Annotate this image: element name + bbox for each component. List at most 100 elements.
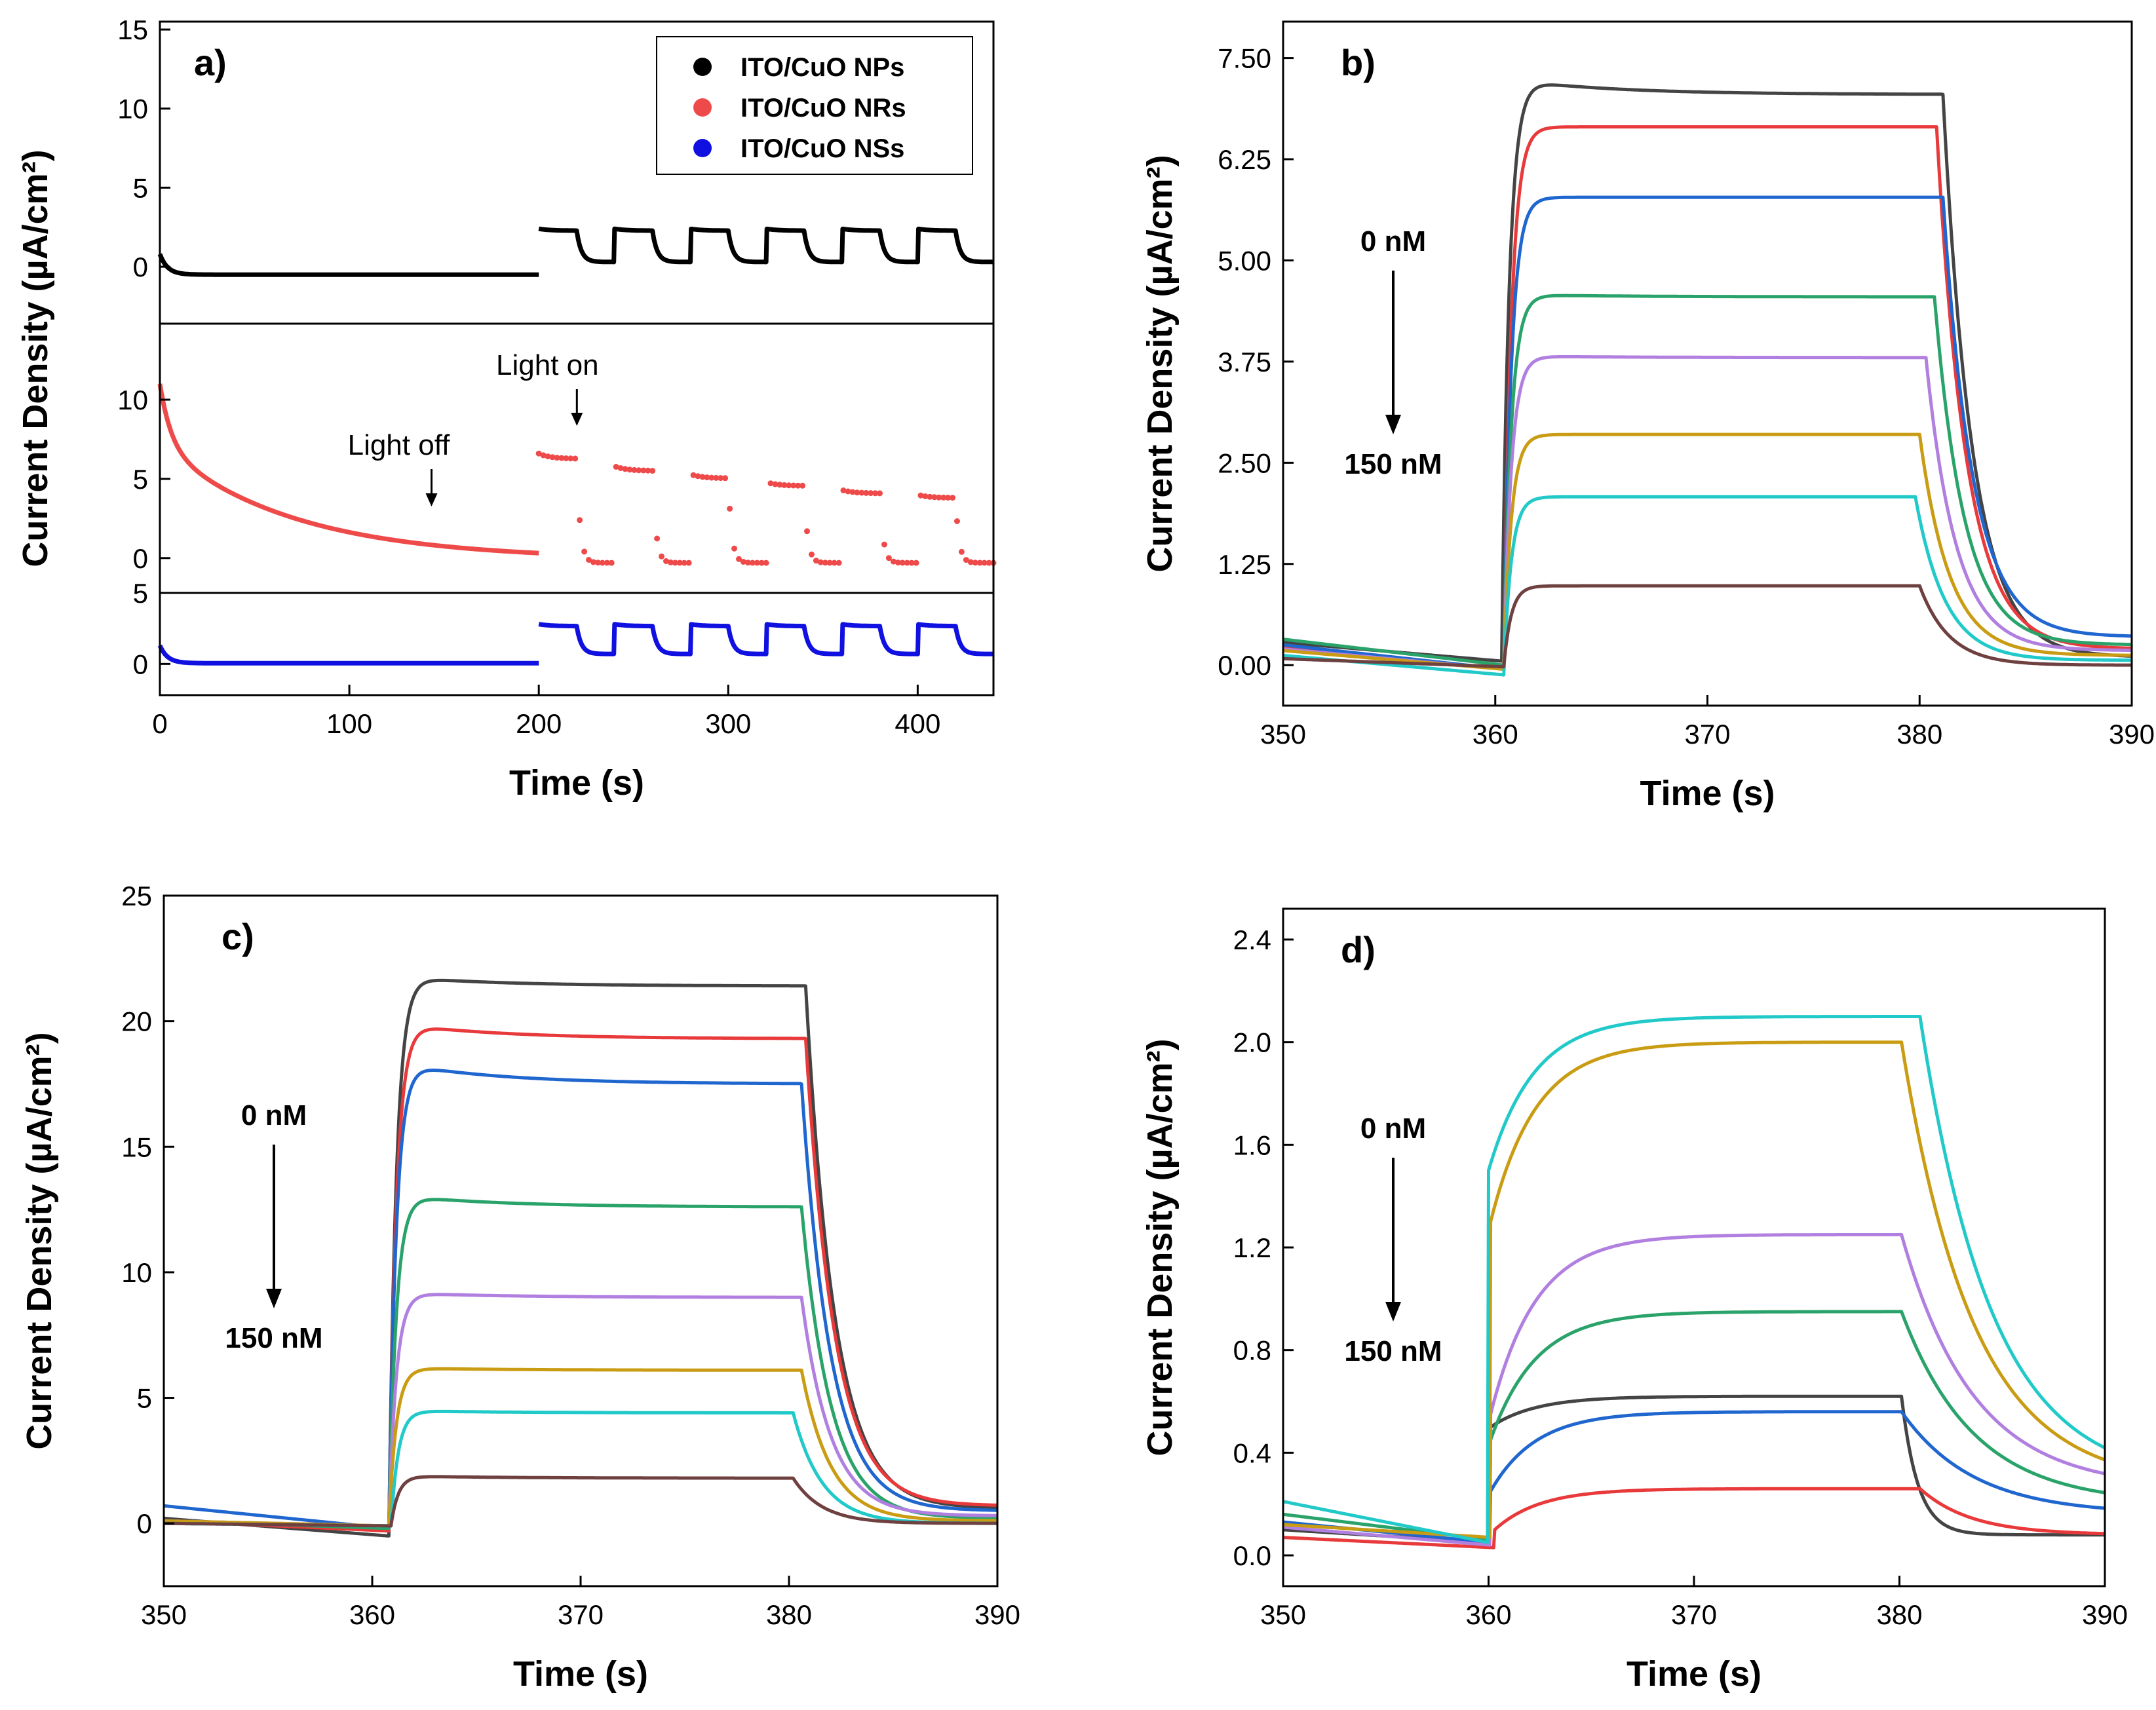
x-tick-label: 380 — [1876, 1599, 1922, 1630]
x-tick-label: 370 — [558, 1599, 604, 1630]
series-line-s5 — [1282, 355, 2132, 671]
series-line-s7 — [1282, 495, 2132, 677]
series-point — [863, 489, 870, 496]
y-tick-label: 3.75 — [1218, 347, 1271, 377]
y-tick-label: 5 — [133, 578, 148, 609]
series-point — [822, 560, 828, 566]
series-point — [767, 480, 774, 487]
concentration-end-label: 150 nM — [1344, 448, 1442, 480]
series-line-s5 — [1282, 1232, 2106, 1547]
y-tick-label: 0.0 — [1233, 1540, 1271, 1571]
legend-marker — [693, 139, 712, 157]
series-point — [545, 453, 551, 460]
series-point — [836, 560, 842, 566]
series-point — [868, 490, 874, 497]
series-point — [813, 558, 819, 564]
series-point — [740, 559, 746, 565]
concentration-start-label: 0 nM — [1360, 1112, 1426, 1145]
x-tick-label: 0 — [152, 708, 167, 739]
series-point — [754, 560, 760, 566]
series-point — [758, 560, 765, 566]
series-point — [963, 557, 969, 563]
series-point — [781, 482, 788, 488]
series-point — [917, 492, 924, 499]
subplot-2 — [157, 383, 997, 566]
x-tick-label: 350 — [1260, 1599, 1306, 1630]
legend-marker — [693, 58, 712, 76]
y-tick-label: 0 — [133, 543, 148, 574]
series-point — [586, 557, 592, 563]
series-group — [163, 978, 998, 1538]
series-point — [858, 489, 865, 496]
series-point — [981, 560, 988, 566]
x-tick-label: 100 — [326, 708, 372, 739]
series-point — [649, 468, 656, 474]
series-point — [581, 548, 588, 555]
series-point — [986, 560, 992, 566]
series-point — [608, 560, 615, 566]
series-point — [718, 475, 724, 482]
series-point — [795, 482, 801, 489]
x-tick-label: 200 — [516, 708, 562, 739]
x-tick-label: 370 — [1671, 1599, 1717, 1630]
series-point — [777, 482, 783, 488]
series-point — [708, 474, 715, 481]
y-tick-label: 0 — [137, 1508, 152, 1539]
series-point — [554, 455, 560, 461]
plot-frame — [1282, 20, 2133, 707]
x-tick-label: 360 — [1465, 1599, 1511, 1630]
y-tick-label: 2.4 — [1233, 924, 1271, 955]
y-axis-title: Current Density (µA/cm²) — [1140, 155, 1180, 572]
subplot-1 — [157, 226, 995, 277]
y-axis-title: Current Density (µA/cm²) — [16, 149, 55, 567]
y-tick-label: 1.6 — [1233, 1130, 1271, 1160]
y-tick-label: 0 — [133, 649, 148, 679]
concentration-start-label: 0 nM — [241, 1099, 307, 1131]
series-point — [731, 545, 737, 552]
y-tick-label: 5 — [137, 1383, 152, 1414]
series-line-s6 — [163, 1367, 998, 1528]
series-point — [604, 560, 610, 566]
series-line-0-nM — [1282, 83, 2132, 663]
y-tick-label: 7.50 — [1218, 43, 1271, 74]
y-tick-label: 10 — [117, 94, 148, 124]
y-tick-label: 0.00 — [1218, 650, 1271, 681]
y-tick-label: 6.25 — [1218, 144, 1271, 175]
arrow-head-icon — [425, 493, 438, 506]
series-point — [940, 494, 947, 501]
x-tick-label: 360 — [1473, 719, 1518, 750]
series-point — [704, 474, 710, 481]
series-line-s6 — [1282, 1040, 2106, 1539]
x-tick-label: 370 — [1684, 719, 1730, 750]
series-point — [913, 560, 919, 566]
series-point — [672, 560, 678, 566]
series-point — [790, 482, 797, 489]
series-point — [967, 559, 974, 565]
series-point — [613, 464, 619, 470]
series-point — [895, 560, 901, 566]
concentration-end-label: 150 nM — [1344, 1335, 1442, 1367]
series-point — [676, 560, 683, 566]
light-off-annotation: Light off — [348, 429, 451, 461]
series-point — [772, 481, 779, 487]
y-tick-label: 0.8 — [1233, 1335, 1271, 1366]
series-point — [713, 474, 720, 481]
series-line-dark-1 — [157, 253, 541, 277]
y-tick-label: 2.50 — [1218, 447, 1271, 478]
series-point — [727, 505, 733, 512]
series-point — [667, 559, 674, 565]
series-group — [1282, 83, 2132, 677]
series-point — [736, 556, 742, 562]
y-tick-label: 10 — [117, 385, 148, 415]
series-line-dark-2 — [157, 383, 539, 556]
series-point — [936, 494, 942, 501]
series-point — [654, 535, 661, 542]
series-line-s3 — [1282, 1410, 2106, 1544]
series-point — [908, 560, 915, 566]
series-point — [640, 467, 647, 474]
series-line-dark-3 — [157, 644, 541, 666]
plot-frame — [159, 20, 995, 696]
series-point — [540, 452, 547, 459]
x-tick-label: 380 — [766, 1599, 812, 1630]
series-point — [976, 560, 983, 566]
